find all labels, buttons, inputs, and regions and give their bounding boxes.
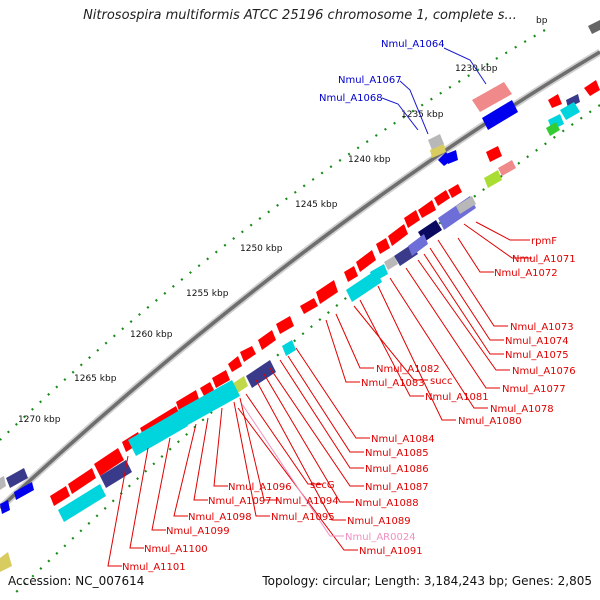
gene-label[interactable]: Nmul_A1083 <box>361 378 425 389</box>
label-leaders-top <box>381 47 487 135</box>
gene-feature <box>482 100 518 130</box>
gene-feature <box>472 82 512 112</box>
reverse-strand-features <box>0 102 580 572</box>
gene-label[interactable]: Nmul_A1101 <box>122 562 186 573</box>
gene-label[interactable]: secG <box>310 480 335 491</box>
gene-label[interactable]: Nmul_A1097 <box>208 496 272 507</box>
gene-feature <box>14 482 34 500</box>
scale-label: 1250 kbp <box>240 244 283 254</box>
rna-label[interactable]: Nmul_AR0024 <box>345 532 416 543</box>
gene-feature <box>0 500 10 514</box>
scale-label: 1235 kbp <box>401 110 444 120</box>
gene-label[interactable]: Nmul_A1096 <box>228 482 292 493</box>
scale-label: 1240 kbp <box>348 155 391 165</box>
map-title: Nitrosospira multiformis ATCC 25196 chro… <box>83 8 517 23</box>
gene-feature <box>566 94 580 108</box>
gene-label[interactable]: Nmul_A1085 <box>365 448 429 459</box>
gene-label[interactable]: rpmF <box>531 236 557 247</box>
gene-feature <box>446 150 458 164</box>
gene-feature <box>430 144 446 158</box>
gene-label[interactable]: Nmul_A1080 <box>458 416 522 427</box>
gene-label[interactable]: Nmul_A1087 <box>365 482 429 493</box>
scale-label: 1245 kbp <box>295 200 338 210</box>
gene-label[interactable]: Nmul_A1073 <box>510 322 574 333</box>
gene-label[interactable]: Nmul_A1098 <box>188 512 252 523</box>
gene-label[interactable]: Nmul_A1068 <box>319 93 383 104</box>
scale-arc-inner <box>9 104 600 599</box>
forward-strand-features <box>0 20 600 514</box>
scale-label: 1270 kbp <box>18 415 61 425</box>
labels-bottom: rpmF Nmul_A1071 Nmul_A1072 Nmul_A1073 Nm… <box>122 236 576 573</box>
gene-label[interactable]: Nmul_A1100 <box>144 544 208 555</box>
chromosome-backbone <box>0 48 600 511</box>
scale-label: 1255 kbp <box>186 289 229 299</box>
accession-text: Accession: NC_007614 <box>8 574 145 588</box>
gene-feature <box>588 20 600 34</box>
scale-label: 1260 kbp <box>130 330 173 340</box>
gene-label[interactable]: Nmul_A1075 <box>505 350 569 361</box>
gene-label[interactable]: Nmul_A1091 <box>359 546 423 557</box>
gene-label[interactable]: Nmul_A1089 <box>347 516 411 527</box>
gene-label[interactable]: Nmul_A1076 <box>512 366 576 377</box>
gene-label[interactable]: Nmul_A1078 <box>490 404 554 415</box>
scale-label: 1265 kbp <box>74 374 117 384</box>
gene-label[interactable]: Nmul_A1067 <box>338 75 402 86</box>
gene-feature <box>6 468 28 488</box>
gene-feature <box>0 476 6 490</box>
gene-label[interactable]: Nmul_A1086 <box>365 464 429 475</box>
gene-label[interactable]: Nmul_A1099 <box>166 526 230 537</box>
gene-label[interactable]: Nmul_A1094 <box>275 496 339 507</box>
gene-label[interactable]: Nmul_A1084 <box>371 434 435 445</box>
gene-label[interactable]: Nmul_A1074 <box>505 336 569 347</box>
gene-feature <box>548 94 562 108</box>
gene-label[interactable]: Nmul_A1071 <box>512 254 576 265</box>
gene-label[interactable]: Nmul_A1081 <box>425 392 489 403</box>
gene-label[interactable]: Nmul_A1095 <box>271 512 335 523</box>
gene-label[interactable]: Nmul_A1077 <box>502 384 566 395</box>
label-leaders-bottom <box>107 221 532 567</box>
scale-label-partial: bp <box>536 16 548 26</box>
labels-top: Nmul_A1064 Nmul_A1067 Nmul_A1068 <box>319 39 445 104</box>
gene-label[interactable]: Nmul_A1072 <box>494 268 558 279</box>
label-leader-rna <box>241 403 344 537</box>
gene-label[interactable]: Nmul_A1082 <box>376 364 440 375</box>
gene-label[interactable]: Nmul_A1088 <box>355 498 419 509</box>
gene-label[interactable]: Nmul_A1064 <box>381 39 445 50</box>
topology-summary: Topology: circular; Length: 3,184,243 bp… <box>262 574 592 588</box>
gene-feature <box>584 80 600 96</box>
gene-label[interactable]: succ <box>430 376 453 387</box>
